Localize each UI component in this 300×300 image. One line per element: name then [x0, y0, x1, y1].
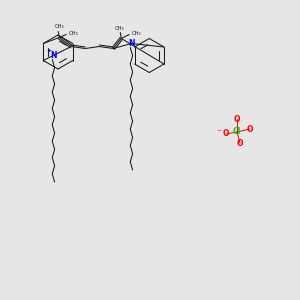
Text: +: +: [47, 48, 52, 53]
Text: O: O: [234, 115, 240, 124]
Text: N: N: [128, 39, 134, 48]
Text: CH₃: CH₃: [131, 31, 141, 36]
Text: ⁻: ⁻: [216, 128, 222, 138]
Text: N: N: [50, 51, 56, 60]
Text: Cl: Cl: [233, 128, 241, 136]
Text: O: O: [237, 139, 243, 148]
Text: CH₃: CH₃: [68, 31, 78, 36]
Text: O: O: [247, 124, 253, 134]
Text: O: O: [223, 130, 229, 139]
Text: CH₃: CH₃: [55, 25, 64, 29]
Text: CH₃: CH₃: [115, 26, 124, 31]
